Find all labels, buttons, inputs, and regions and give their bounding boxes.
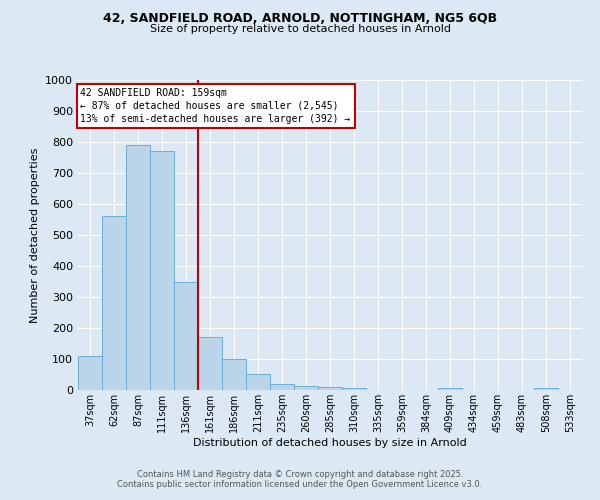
Bar: [222, 359, 246, 390]
Bar: [78, 356, 102, 390]
X-axis label: Distribution of detached houses by size in Arnold: Distribution of detached houses by size …: [193, 438, 467, 448]
Bar: [318, 387, 342, 390]
Bar: [534, 388, 558, 390]
Bar: [438, 388, 462, 390]
Bar: [198, 338, 222, 390]
Text: Contains HM Land Registry data © Crown copyright and database right 2025.: Contains HM Land Registry data © Crown c…: [137, 470, 463, 479]
Bar: [246, 374, 270, 390]
Bar: [270, 384, 294, 390]
Bar: [342, 388, 366, 390]
Text: 42 SANDFIELD ROAD: 159sqm
← 87% of detached houses are smaller (2,545)
13% of se: 42 SANDFIELD ROAD: 159sqm ← 87% of detac…: [80, 88, 350, 124]
Y-axis label: Number of detached properties: Number of detached properties: [29, 148, 40, 322]
Bar: [174, 282, 198, 390]
Text: Contains public sector information licensed under the Open Government Licence v3: Contains public sector information licen…: [118, 480, 482, 489]
Bar: [102, 216, 126, 390]
Bar: [150, 152, 174, 390]
Text: 42, SANDFIELD ROAD, ARNOLD, NOTTINGHAM, NG5 6QB: 42, SANDFIELD ROAD, ARNOLD, NOTTINGHAM, …: [103, 12, 497, 26]
Bar: [126, 145, 150, 390]
Text: Size of property relative to detached houses in Arnold: Size of property relative to detached ho…: [149, 24, 451, 34]
Bar: [294, 386, 318, 390]
